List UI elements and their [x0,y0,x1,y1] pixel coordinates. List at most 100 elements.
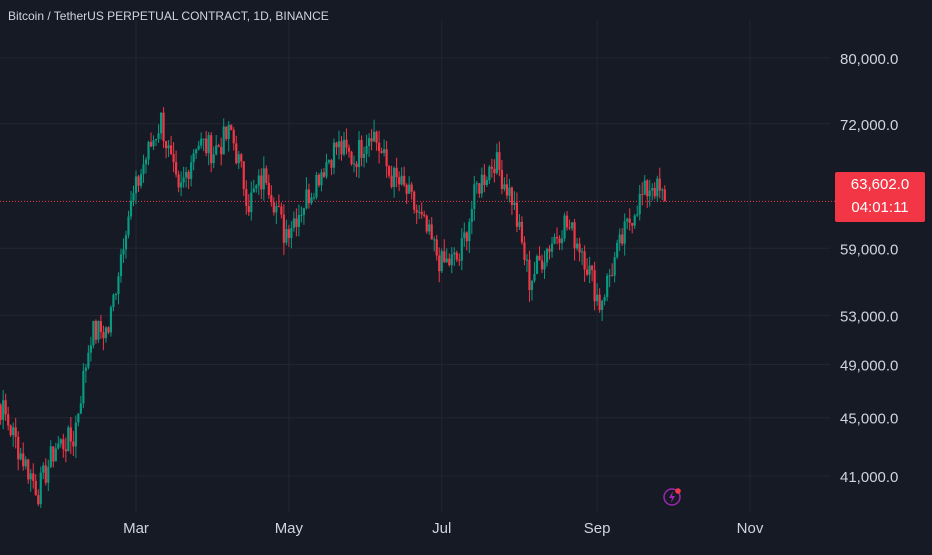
y-tick-label: 45,000.0 [840,411,898,428]
candle [49,440,52,469]
candle [89,336,92,362]
candle [29,469,32,492]
candle [332,138,336,175]
candle [580,247,584,265]
candle [290,221,293,249]
y-tick-label: 80,000.0 [840,51,898,68]
candle-body [212,154,215,164]
candle [641,182,644,206]
candle-body [67,427,70,452]
candle [17,431,20,471]
candle-body [205,138,208,154]
candle [310,192,313,205]
candle-body [252,188,255,193]
candle [44,458,47,486]
chart-title: Bitcoin / TetherUS PERPETUAL CONTRACT, 1… [8,9,329,23]
candle-body [438,255,441,272]
candle [383,139,386,157]
candle-body [656,178,659,197]
candle-body [335,142,338,148]
candle-body [12,427,15,436]
candle [215,135,218,156]
candle [205,130,208,157]
y-tick-label: 41,000.0 [840,469,898,486]
candle [415,204,418,224]
candle-body [528,259,531,291]
candle [413,190,416,214]
candle [240,153,243,168]
candle [39,466,42,509]
candle [520,216,524,245]
candle [448,253,451,267]
candle-body [560,238,564,244]
candle [62,433,65,458]
candle-body [277,206,280,208]
candle-body [2,400,5,420]
candle [598,288,601,313]
candle-body [255,185,258,189]
candle-body [0,404,2,420]
candle-body [232,130,235,144]
candle [162,107,165,148]
candle-body [513,202,516,206]
candle-body [104,327,108,339]
candle-body [663,189,666,202]
candle-body [352,163,356,165]
candle-body [245,189,248,206]
lightning-icon[interactable] [662,487,682,507]
candle [7,406,10,431]
candle [443,239,446,264]
candle [398,171,401,192]
candle-body [192,153,195,163]
candle-body [332,142,336,168]
candle-body [9,425,12,436]
candle [262,156,265,201]
candle [450,247,453,274]
candle-body [42,465,45,473]
candle [197,140,200,151]
candle [345,128,348,155]
candle [400,167,403,186]
candle [550,236,554,258]
candle [272,197,275,216]
candle-body [588,265,591,275]
candle [122,238,125,263]
candle-body [500,169,503,189]
candles-layer [0,107,666,509]
grid-layer [0,20,830,512]
candle-body [523,242,526,261]
candle [403,166,406,187]
candle [247,194,250,216]
candle-body [631,223,634,226]
candle-body [149,141,153,147]
candle [325,153,328,179]
candle-body [312,197,316,199]
candle-body [440,251,443,272]
candle [190,155,193,187]
candle [340,136,343,161]
candle [578,237,581,262]
candle [648,179,651,207]
candle-body [285,229,288,243]
candle [169,135,173,156]
candle [137,175,140,192]
candle [367,133,371,158]
candle [545,247,549,267]
candle [192,149,195,171]
candle [388,165,391,179]
candle-body [147,141,150,160]
candle-body [540,260,544,270]
candle [656,175,659,202]
candle [210,132,213,173]
candle-body [167,145,170,149]
candle-body [49,446,52,468]
candle-body [418,211,421,213]
candle-body [84,367,87,371]
candle-body [385,149,388,167]
candle-body [280,206,283,215]
candle-body [117,276,120,295]
candle [385,140,388,178]
candle-body [59,439,62,444]
